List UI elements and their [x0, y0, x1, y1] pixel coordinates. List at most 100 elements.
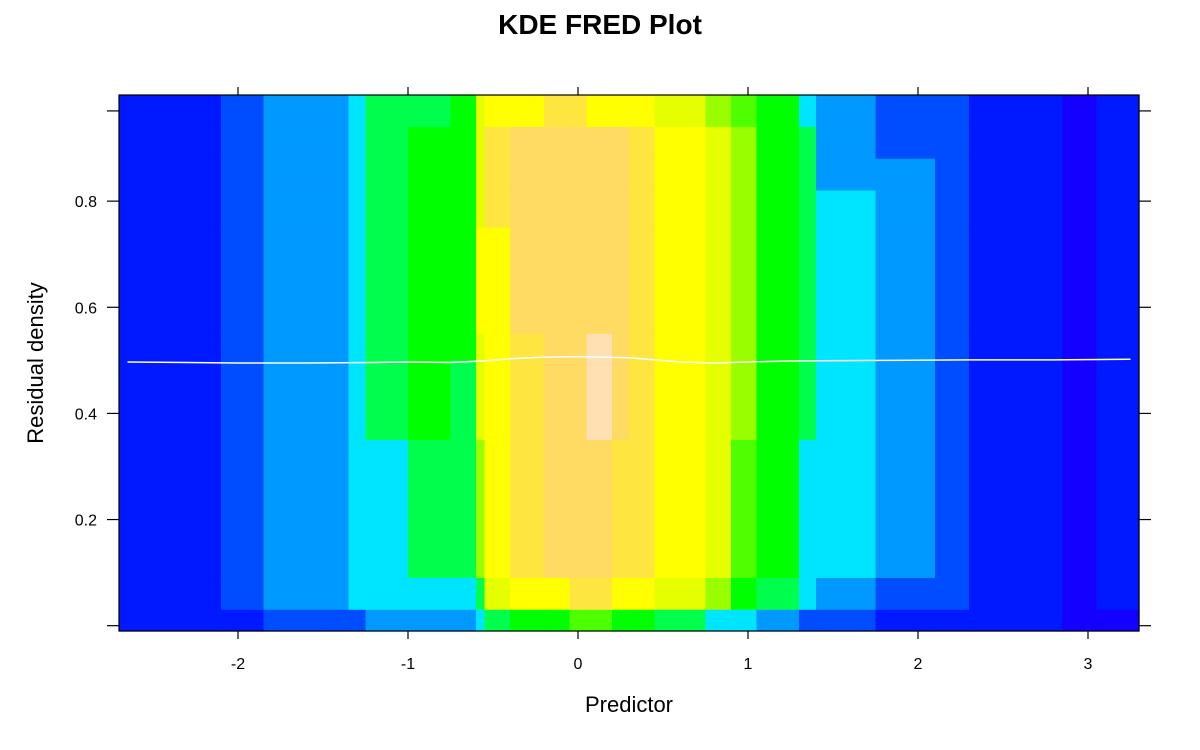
- heatmap-cell: [731, 333, 758, 361]
- heatmap-cell: [1096, 126, 1140, 160]
- heatmap-cell: [935, 227, 970, 335]
- heatmap-cell: [365, 190, 409, 229]
- heatmap-cell: [756, 158, 800, 192]
- heatmap-cell: [544, 439, 571, 579]
- heatmap-cell: [348, 333, 367, 361]
- heatmap-cell: [1062, 126, 1098, 160]
- heatmap-cell: [612, 158, 630, 192]
- heatmap-cell: [875, 158, 936, 192]
- heatmap-cell: [1062, 95, 1098, 128]
- heatmap-cell: [1062, 609, 1098, 632]
- heatmap-cell: [969, 360, 1064, 441]
- heatmap-cell: [365, 360, 409, 441]
- heatmap-cell: [705, 158, 732, 192]
- heatmap-cell: [705, 577, 732, 611]
- heatmap-cell: [476, 95, 486, 128]
- heatmap-cell: [875, 577, 936, 611]
- heatmap-cell: [935, 190, 970, 229]
- heatmap-cell: [969, 126, 1064, 160]
- heatmap-cell: [348, 609, 367, 632]
- heatmap-cell: [263, 577, 324, 611]
- heatmap-cell: [586, 360, 613, 441]
- y-tick-label: 0.2: [75, 513, 97, 530]
- heatmap-cell: [263, 227, 324, 335]
- heatmap-cell: [654, 577, 707, 611]
- heatmap-cell: [365, 439, 409, 579]
- heatmap-cell: [935, 126, 970, 160]
- heatmap-cell: [875, 439, 936, 579]
- heatmap-cell: [119, 577, 222, 611]
- heatmap-cell: [484, 609, 511, 632]
- heatmap-cell: [654, 333, 707, 361]
- heatmap-cell: [544, 158, 571, 192]
- heatmap-cell: [450, 95, 477, 128]
- heatmap-cell: [408, 95, 452, 128]
- y-axis: 0.2 0.4 0.6 0.8: [75, 110, 1151, 627]
- heatmap-cell: [263, 360, 324, 441]
- heatmap-cell: [119, 439, 222, 579]
- heatmap-cell: [705, 126, 732, 160]
- heatmap-cell: [569, 577, 588, 611]
- heatmap-cell: [119, 95, 222, 128]
- heatmap-cell: [450, 333, 477, 361]
- heatmap-cell: [816, 333, 877, 361]
- heatmap-cell: [510, 360, 545, 441]
- heatmap-cell: [348, 439, 367, 579]
- y-tick-label: 0.4: [75, 406, 97, 423]
- heatmap-cell: [875, 333, 936, 361]
- heatmap-cell: [629, 158, 656, 192]
- heatmap-cell: [569, 126, 588, 160]
- heatmap-cell: [799, 360, 817, 441]
- heatmap-cell: [323, 227, 350, 335]
- heatmap-cell: [586, 126, 613, 160]
- heatmap-cell: [484, 126, 511, 160]
- heatmap-cell: [875, 360, 936, 441]
- heatmap-cell: [756, 577, 800, 611]
- heatmap-cell: [221, 360, 265, 441]
- heatmap-cell: [221, 227, 265, 335]
- heatmap-cell: [586, 609, 613, 632]
- heatmap-cell: [612, 360, 630, 441]
- heatmap-cell: [544, 577, 571, 611]
- heatmap-cell: [969, 333, 1064, 361]
- heatmap-cell: [731, 609, 758, 632]
- heatmap-cell: [612, 609, 630, 632]
- heatmap-cell: [323, 158, 350, 192]
- heatmap-cell: [365, 609, 409, 632]
- heatmap-cell: [348, 95, 367, 128]
- heatmap-cell: [756, 609, 800, 632]
- x-tick-label: -2: [231, 656, 245, 673]
- heatmap-cell: [586, 158, 613, 192]
- heatmap-cell: [119, 609, 222, 632]
- heatmap-cell: [586, 439, 613, 579]
- heatmap-cell: [629, 360, 656, 441]
- heatmap-cell: [875, 227, 936, 335]
- heatmap-cell: [476, 577, 486, 611]
- x-tick-label: 3: [1084, 656, 1093, 673]
- heatmap-cell: [969, 190, 1064, 229]
- heatmap-cell: [510, 126, 545, 160]
- x-axis: -2 -1 0 1 2 3: [231, 87, 1093, 673]
- x-tick-label: 0: [574, 656, 583, 673]
- heatmap-cell: [731, 439, 758, 579]
- heatmap-cell: [476, 158, 486, 192]
- heatmap-cell: [221, 158, 265, 192]
- heatmap-cell: [875, 190, 936, 229]
- heatmap-cell: [408, 190, 452, 229]
- heatmap-cell: [586, 95, 613, 128]
- heatmap-cell: [569, 95, 588, 128]
- heatmap-cell: [119, 360, 222, 441]
- heatmap-cell: [731, 158, 758, 192]
- heatmap-cell: [476, 190, 486, 229]
- heatmap-cell: [935, 577, 970, 611]
- heatmap-cell: [510, 158, 545, 192]
- heatmap-cell: [476, 333, 486, 361]
- heatmap-cell: [654, 439, 707, 579]
- heatmap-cell: [323, 609, 350, 632]
- heatmap-cell: [484, 190, 511, 229]
- heatmap-cell: [544, 609, 571, 632]
- heatmap-cell: [365, 577, 409, 611]
- heatmap-cell: [408, 360, 452, 441]
- heatmap-cell: [544, 360, 571, 441]
- heatmap-cell: [544, 126, 571, 160]
